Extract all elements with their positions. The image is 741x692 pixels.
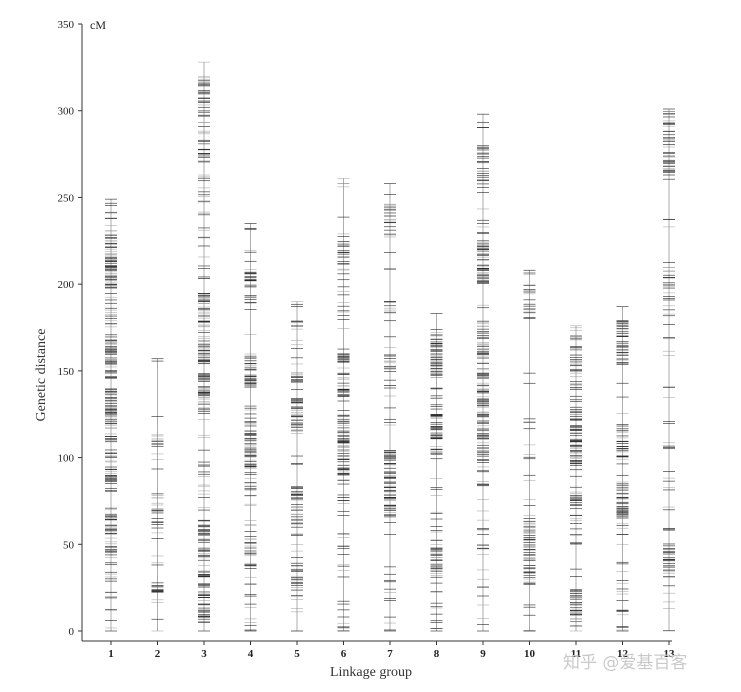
linkage-group-2: 2 — [151, 358, 164, 660]
linkage-group-label: 7 — [387, 648, 393, 660]
linkage-group-label: 8 — [434, 648, 440, 660]
y-axis-title: Genetic distance — [34, 329, 49, 422]
linkage-group-label: 6 — [341, 648, 347, 660]
x-axis-title: Linkage group — [330, 665, 412, 680]
linkage-group-9: 9 — [477, 113, 489, 660]
linkage-group-label: 1 — [108, 648, 114, 660]
linkage-group-10: 10 — [523, 269, 536, 660]
y-tick-label: 150 — [58, 366, 75, 378]
y-tick-label: 50 — [63, 539, 75, 551]
y-tick-label: 200 — [58, 279, 75, 291]
y-unit-label: cM — [90, 18, 106, 32]
linkage-group-7: 7 — [384, 183, 396, 660]
y-axis: 0 50 100 150 200 250 300 350 — [58, 19, 672, 642]
linkage-group-8: 8 — [430, 313, 443, 660]
linkage-group-1: 1 — [105, 198, 117, 660]
linkage-group-label: 11 — [571, 648, 581, 660]
y-tick-label: 100 — [58, 453, 75, 465]
linkage-group-label: 3 — [201, 648, 207, 660]
linkage-group-label: 9 — [480, 648, 486, 660]
linkage-group-label: 10 — [524, 648, 536, 660]
watermark: 知乎 @爱基百客 — [563, 653, 688, 673]
linkage-group-11: 11 — [570, 325, 582, 660]
linkage-group-label: 13 — [664, 648, 676, 660]
linkage-group-label: 5 — [294, 648, 300, 660]
linkage-group-label: 4 — [248, 648, 254, 660]
linkage-group-13: 13 — [663, 108, 676, 660]
linkage-group-12: 12 — [616, 306, 629, 660]
linkage-groups: 1 2 3 4 5 6 7 8 9 10 11 12 13 — [105, 61, 676, 660]
y-tick-label: 250 — [58, 192, 75, 204]
linkage-group-6: 6 — [337, 178, 350, 660]
linkage-group-5: 5 — [291, 301, 303, 660]
linkage-group-4: 4 — [244, 223, 257, 660]
y-tick-label: 350 — [58, 19, 75, 31]
y-tick-label: 300 — [58, 106, 75, 118]
y-tick-label: 0 — [69, 626, 75, 638]
linkage-group-label: 2 — [155, 648, 161, 660]
linkage-group-3: 3 — [198, 61, 210, 660]
linkage-group-label: 12 — [617, 648, 629, 660]
